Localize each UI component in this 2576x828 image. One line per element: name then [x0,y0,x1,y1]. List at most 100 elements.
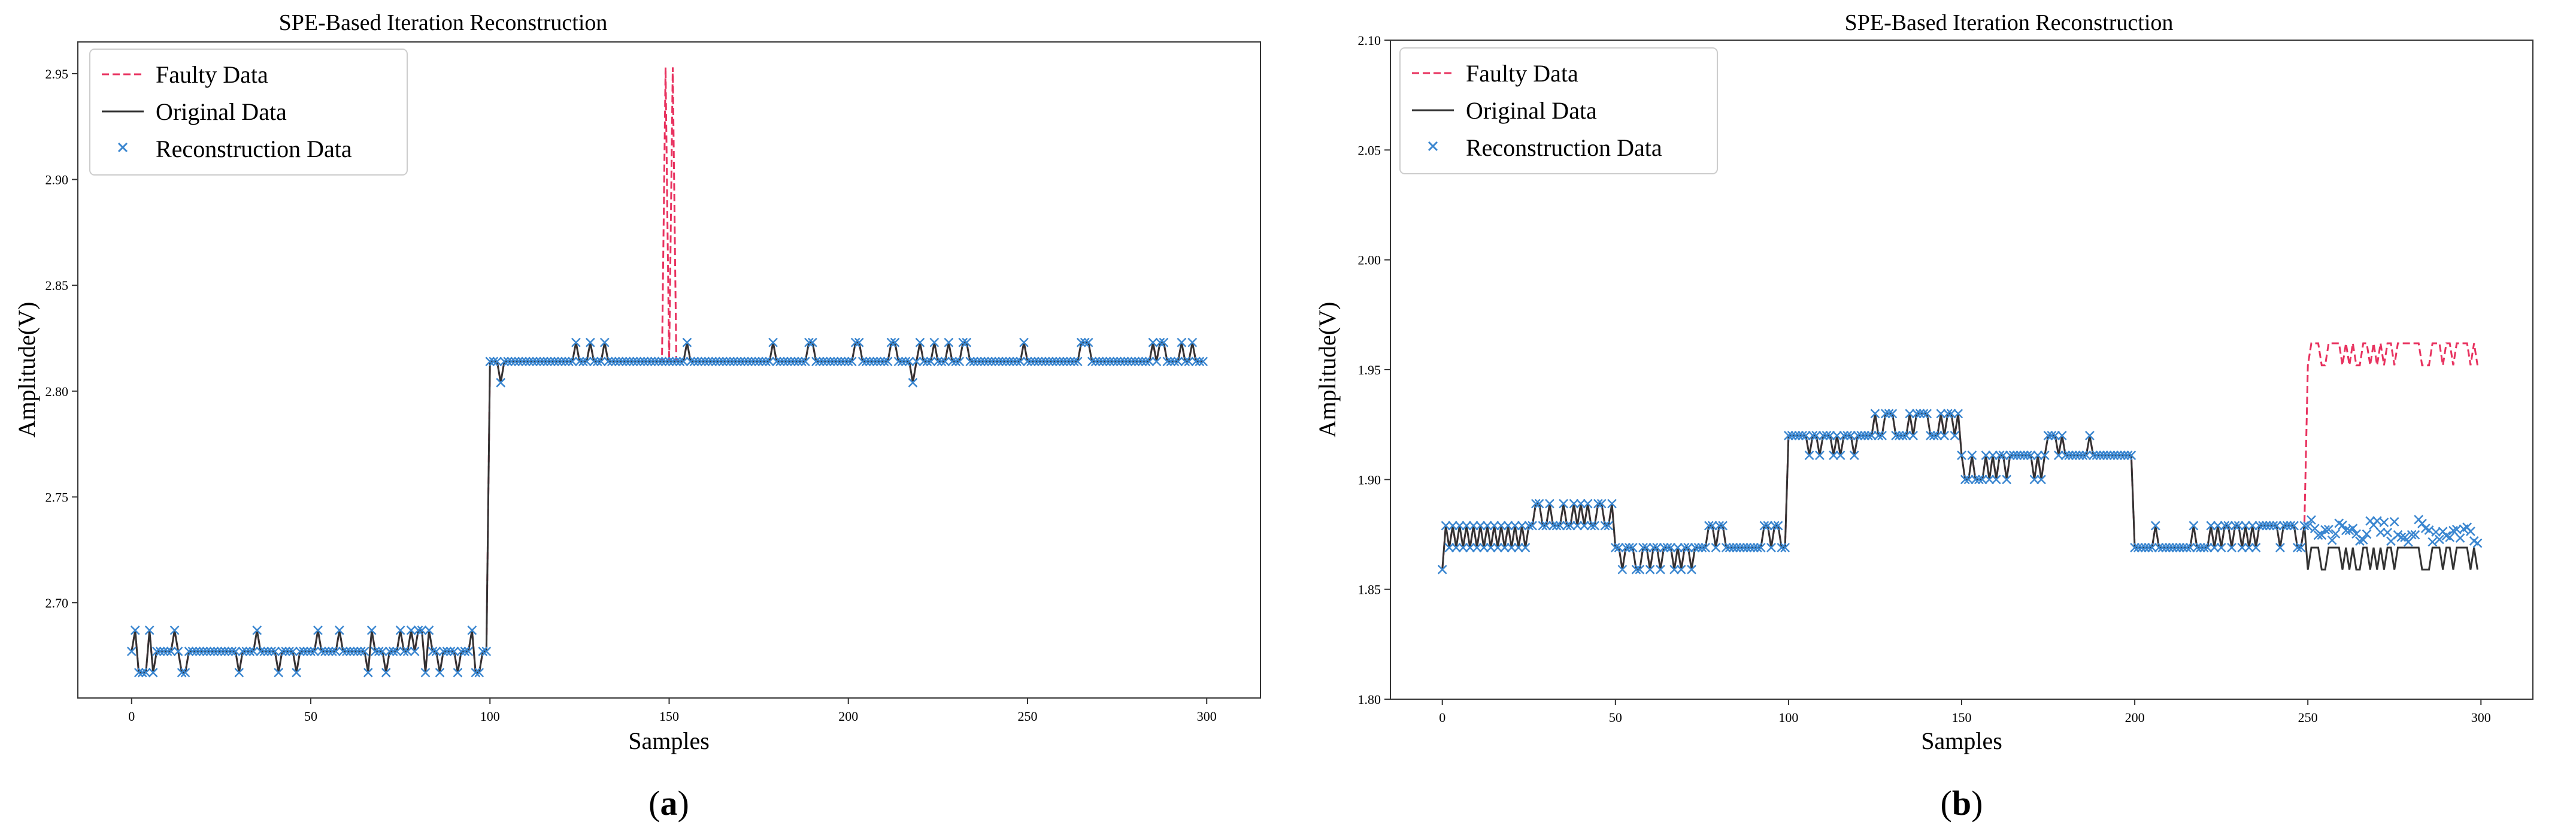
chart-a-reconstruction-marker [868,356,878,367]
chart-a-reconstruction-marker [266,646,277,657]
chart-a-reconstruction-marker [1044,356,1054,367]
chart-a-reconstruction-marker [743,356,753,367]
chart-b-reconstruction-marker [1569,498,1579,509]
chart-a-reconstruction-marker [1090,356,1101,367]
chart-a-reconstruction-marker [514,356,524,367]
chart-b-reconstruction-marker [2289,521,2299,531]
chart-b-reconstruction-marker [2223,521,2233,531]
chart-a-reconstruction-marker [395,625,405,635]
chart-b-reconstruction-marker [1444,543,1454,552]
chart-a-reconstruction-marker [126,646,137,657]
chart-a-reconstruction-marker [779,356,789,367]
chart-b-reconstruction-marker [1451,543,1461,552]
chart-a-reconstruction-marker [345,646,355,657]
chart-a-legend-box [89,49,408,176]
chart-b-reconstruction-marker [2286,521,2296,531]
chart-a-ytick-label: 2.75 [46,489,69,504]
chart-a-ylabel: Amplitude(V) [13,302,40,438]
chart-a-reconstruction-marker [453,667,463,678]
chart-b-reconstruction-marker [2119,451,2129,460]
chart-b-reconstruction-marker [1614,543,1624,552]
chart-a-reconstruction-marker [370,646,380,657]
chart-a-reconstruction-marker [277,646,287,657]
chart-a-reconstruction-marker [169,625,180,635]
chart-b-reconstruction-marker [1880,409,1890,419]
chart-a-reconstruction-marker [581,356,592,367]
chart-a-reconstruction-marker [263,646,273,657]
chart-b-reconstruction-marker [1839,431,1849,440]
chart-a-reconstruction-marker [1191,356,1201,367]
chart-a-reconstruction-marker [653,356,663,367]
chart-a-reconstruction-marker [614,356,624,367]
chart-b-reconstruction-marker [1704,521,1714,531]
chart-b-reconstruction-marker [1600,521,1610,531]
chart-b-reconstruction-marker [1808,431,1818,440]
chart-a-reconstruction-marker [223,646,234,657]
chart-a-reconstruction-marker [481,646,492,657]
chart-a-reconstruction-marker [431,646,441,657]
chart-a-reconstruction-marker [696,356,707,367]
chart-a-reconstruction-marker [460,646,470,657]
chart-b-ytick-label: 2.00 [1358,253,1381,268]
chart-a-reconstruction-marker [937,356,947,367]
chart-b-reconstruction-marker [1842,431,1853,440]
chart-b-reconstruction-marker [1701,543,1711,552]
chart-b-reconstruction-marker [2029,475,2039,485]
chart-a-reconstruction-marker [331,646,341,657]
chart-a-reconstruction-marker [783,356,792,367]
chart-b-reconstruction-marker [1586,521,1596,531]
chart-a-ytick-label: 2.70 [46,596,69,611]
chart-b-reconstruction-marker [2196,543,2205,552]
chart-b-reconstruction-marker [2445,532,2455,542]
chart-b-reconstruction-marker [1974,475,1984,485]
chart-b-reconstruction-marker [1590,521,1600,531]
chart-b-legend: Faulty Data Original Data Reconstruction… [1399,47,1718,174]
chart-b-reconstruction-marker [1981,451,1991,460]
chart-b-reconstruction-marker [2016,451,2026,460]
chart-a-reconstruction-marker [740,356,750,367]
chart-a-reconstruction-marker [399,646,409,657]
chart-a-reconstruction-marker [603,356,613,367]
chart-a-reconstruction-marker [202,646,212,657]
chart-b-reconstruction-marker [2192,543,2202,552]
chart-a-reconstruction-marker [449,646,459,657]
chart-a-reconstruction-marker [718,356,728,367]
chart-b-reconstruction-marker [1895,431,1904,440]
chart-b-reconstruction-marker [2189,521,2199,531]
chart-a-reconstruction-marker [299,646,308,657]
chart-a-reconstruction-marker [657,356,667,367]
chart-b-reconstruction-marker [1860,431,1869,440]
chart-a-reconstruction-marker [557,356,566,367]
chart-a-reconstruction-marker [610,356,620,367]
chart-a-reconstruction-marker [356,646,366,657]
chart-b-reconstruction-marker [1555,521,1565,531]
chart-b-reconstruction-marker [1437,564,1447,575]
chart-b-reconstruction-marker [1932,431,1942,440]
chart-b-reconstruction-marker [1531,498,1541,509]
chart-b-reconstruction-marker [2185,543,2195,552]
chart-b-reconstruction-marker [2039,451,2050,460]
chart-a-reconstruction-marker [180,667,190,678]
chart-a-reconstruction-marker [754,356,764,367]
chart-a-reconstruction-marker [546,356,556,367]
chart-a-reconstruction-marker [209,646,219,657]
chart-a-reconstruction-marker [1054,356,1065,367]
chart-b-reconstruction-marker [1936,409,1946,419]
chart-a-ytick-label: 2.90 [46,173,69,188]
chart-b-reconstruction-marker [1621,543,1631,552]
chart-b-reconstruction-marker [1607,498,1617,509]
chart-b-reconstruction-marker [2372,516,2382,526]
chart-b-reconstruction-marker [2168,543,2178,552]
chart-a-reconstruction-marker [1119,356,1129,367]
chart-a-reconstruction-marker [507,356,517,367]
chart-a-xtick-label: 300 [1197,709,1217,724]
chart-a-reconstruction-marker [374,646,384,657]
chart-b-reconstruction-marker [1483,521,1492,531]
chart-a-reconstruction-marker [990,356,1001,367]
chart-a-reconstruction-marker [191,646,201,657]
chart-b-reconstruction-marker [2202,543,2213,552]
chart-b-reconstruction-marker [1454,521,1465,531]
chart-b-reconstruction-marker [1659,543,1669,552]
chart-b-reconstruction-marker [1926,431,1935,440]
chart-a-reconstruction-marker [352,646,362,657]
